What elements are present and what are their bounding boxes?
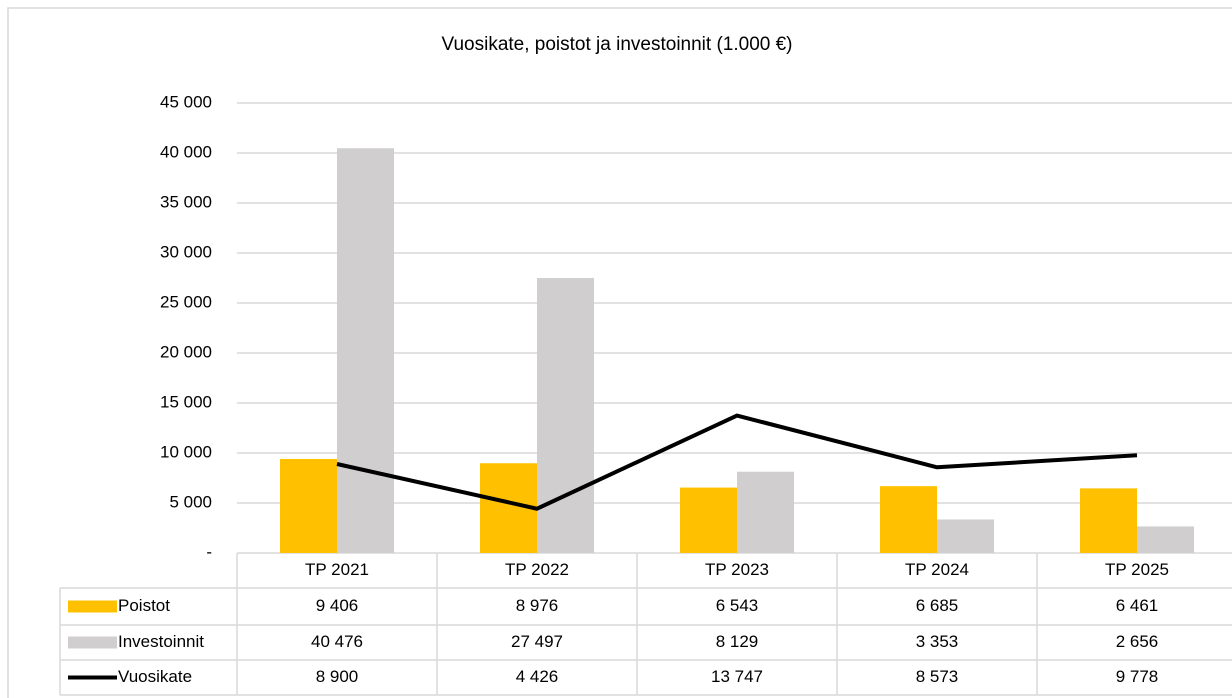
table-value: 8 900 xyxy=(316,667,359,686)
y-tick-label: - xyxy=(206,542,212,561)
x-tick-label: TP 2022 xyxy=(505,560,569,579)
bar xyxy=(737,471,794,553)
y-tick-label: 20 000 xyxy=(160,342,212,361)
y-tick-label: 30 000 xyxy=(160,242,212,261)
table-value: 40 476 xyxy=(311,632,363,651)
x-tick-label: TP 2021 xyxy=(305,560,369,579)
table-value: 6 685 xyxy=(916,596,959,615)
table-value: 6 461 xyxy=(1116,596,1159,615)
y-tick-label: 10 000 xyxy=(160,442,212,461)
x-tick-label: TP 2025 xyxy=(1105,560,1169,579)
bar xyxy=(680,487,737,553)
legend-label: Vuosikate xyxy=(118,667,192,686)
legend-key xyxy=(68,600,117,613)
y-tick-label: 25 000 xyxy=(160,292,212,311)
x-tick-label: TP 2023 xyxy=(705,560,769,579)
bar xyxy=(1080,488,1137,553)
bar xyxy=(537,278,594,553)
chart-title: Vuosikate, poistot ja investoinnit (1.00… xyxy=(442,34,793,55)
table-value: 9 406 xyxy=(316,596,359,615)
bar xyxy=(280,458,337,553)
table-value: 2 656 xyxy=(1116,632,1159,651)
bar xyxy=(1137,526,1194,553)
table-value: 9 778 xyxy=(1116,667,1159,686)
table-value: 3 353 xyxy=(916,632,959,651)
table-value: 4 426 xyxy=(516,667,559,686)
table-value: 27 497 xyxy=(511,632,563,651)
x-tick-label: TP 2024 xyxy=(905,560,969,579)
table-value: 6 543 xyxy=(716,596,759,615)
y-tick-label: 35 000 xyxy=(160,192,212,211)
bar xyxy=(937,519,994,553)
y-tick-label: 45 000 xyxy=(160,92,212,111)
legend-label: Investoinnit xyxy=(118,632,204,651)
y-tick-label: 15 000 xyxy=(160,392,212,411)
table-value: 8 573 xyxy=(916,667,959,686)
table-value: 8 976 xyxy=(516,596,559,615)
y-tick-label: 40 000 xyxy=(160,142,212,161)
table-value: 13 747 xyxy=(711,667,763,686)
line xyxy=(336,413,1138,511)
legend-label: Poistot xyxy=(118,596,170,615)
legend-key xyxy=(68,636,117,649)
table-value: 8 129 xyxy=(716,632,759,651)
bar xyxy=(337,148,394,554)
bar xyxy=(880,486,937,553)
y-tick-label: 5 000 xyxy=(169,492,212,511)
